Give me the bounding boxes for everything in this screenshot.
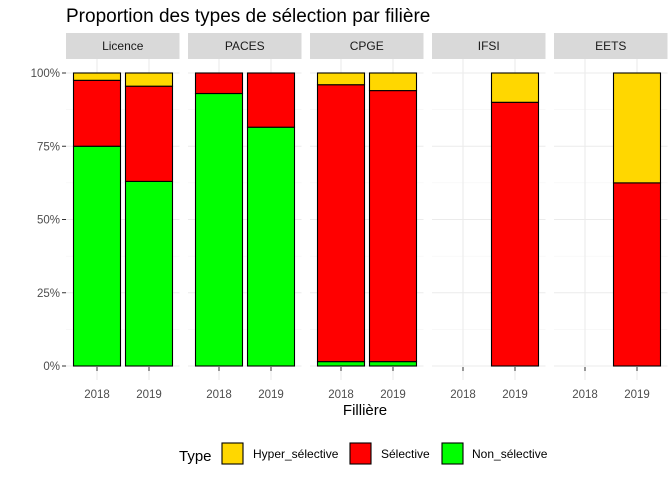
facet-label: EETS xyxy=(595,39,626,53)
facet-panels: Licence 2018 2019 PACES 2018 2019 CPGE 2018 2019… xyxy=(66,33,668,401)
facet-strip xyxy=(310,33,424,59)
facet-label: IFSI xyxy=(478,39,500,53)
bar-segment-sel xyxy=(612,182,662,367)
x-tick-label: 2018 xyxy=(84,389,110,401)
facet-label: Licence xyxy=(102,39,144,53)
facet-strip xyxy=(554,33,668,59)
bar-segment-non xyxy=(246,126,296,367)
bar-segment-hyper xyxy=(490,72,540,103)
facet-strip xyxy=(432,33,546,59)
legend-key-non xyxy=(441,442,464,465)
bar-segment-hyper xyxy=(368,72,418,92)
bar-segment-hyper xyxy=(316,72,366,86)
chart-title: Proportion des types de sélection par fi… xyxy=(66,6,430,27)
facet-label: CPGE xyxy=(350,39,384,53)
y-tick-label: 100% xyxy=(31,68,60,80)
y-tick-label: 25% xyxy=(37,288,60,300)
bar-segment-non xyxy=(194,92,244,367)
facet-panel: CPGE 2018 2019 xyxy=(310,33,424,401)
x-axis-title: Fillière xyxy=(343,402,387,419)
x-tick-label: 2019 xyxy=(502,389,528,401)
bar-segment-sel xyxy=(490,101,540,367)
x-tick-label: 2018 xyxy=(450,389,476,401)
facet-panel: PACES 2018 2019 xyxy=(188,33,302,401)
bar-segment-sel xyxy=(368,90,418,363)
bar-segment-hyper xyxy=(72,72,122,81)
x-tick-label: 2019 xyxy=(258,389,284,401)
x-tick-label: 2019 xyxy=(380,389,406,401)
bar-segment-hyper xyxy=(124,72,174,87)
legend-label: Sélective xyxy=(381,447,430,461)
facet-label: PACES xyxy=(225,39,265,53)
facet-panel: EETS 2018 2019 xyxy=(554,33,668,401)
bar-segment-non xyxy=(368,361,418,367)
bar-segment-non xyxy=(316,361,366,367)
y-tick-label: 75% xyxy=(37,141,60,153)
bar-segment-sel xyxy=(246,72,296,128)
x-tick-label: 2019 xyxy=(624,389,650,401)
bar-segment-sel xyxy=(316,84,366,363)
bar-segment-hyper xyxy=(612,72,662,184)
facet-panel: Licence 2018 2019 xyxy=(66,33,180,401)
legend-label: Hyper_sélective xyxy=(253,447,339,461)
legend: Type Hyper_sélective Sélective Non_sélecti… xyxy=(179,442,548,465)
y-tick-label: 50% xyxy=(37,215,60,227)
legend-key-sel xyxy=(349,442,372,465)
bar-segment-sel xyxy=(194,72,244,95)
facet-panel: IFSI 2018 2019 xyxy=(432,33,546,401)
y-tick-label: 0% xyxy=(43,361,60,373)
legend-label: Non_sélective xyxy=(472,447,548,461)
legend-title: Type xyxy=(179,448,212,465)
bar-segment-sel xyxy=(124,85,174,182)
x-tick-label: 2018 xyxy=(572,389,598,401)
x-tick-label: 2018 xyxy=(206,389,232,401)
x-tick-label: 2018 xyxy=(328,389,354,401)
facet-strip xyxy=(66,33,180,59)
bar-segment-non xyxy=(72,145,122,367)
x-tick-label: 2019 xyxy=(136,389,162,401)
legend-key-hyper xyxy=(221,442,244,465)
bar-segment-non xyxy=(124,180,174,367)
bar-segment-sel xyxy=(72,79,122,147)
y-axis: 0% 25% 50% 75% 100% xyxy=(31,68,66,373)
facet-strip xyxy=(188,33,302,59)
